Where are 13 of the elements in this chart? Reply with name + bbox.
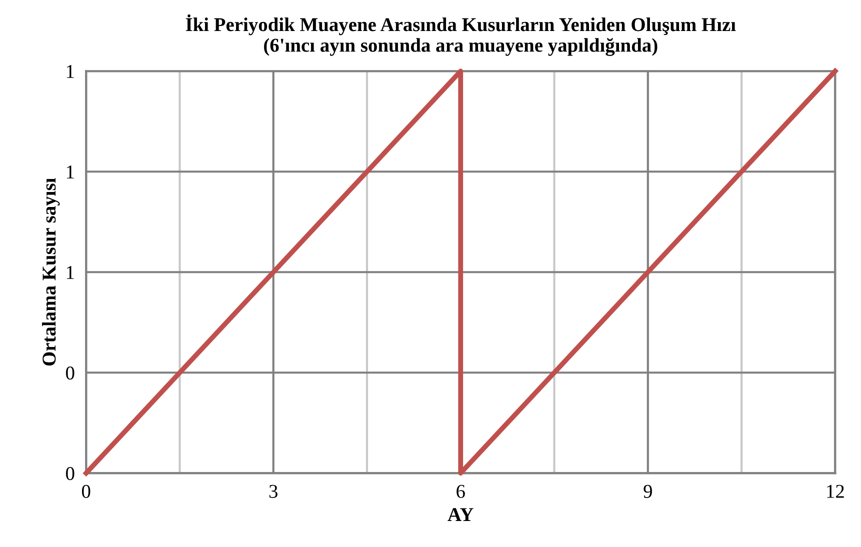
y-tick-label: 1: [66, 65, 74, 78]
y-tick-label: 1: [66, 166, 74, 178]
x-tick-label: 6: [456, 484, 465, 498]
chart-title: İki Periyodik Muayene Arasında Kusurların Yeniden Oluşum Hızı (6'ıncı ayın sonunda ara muayene yapıldığında): [186, 14, 736, 56]
x-axis-title: AY: [448, 508, 474, 521]
x-tick-label: 9: [644, 484, 652, 498]
y-axis-title: Ortalama Kusur sayısı: [42, 178, 60, 366]
y-tick-label: 0: [66, 366, 74, 380]
x-tick-label: 12: [827, 484, 844, 498]
x-tick-label: 0: [82, 484, 90, 498]
y-tick-label: 1: [66, 266, 74, 279]
x-tick-label: 3: [269, 484, 278, 498]
y-tick-label: 0: [66, 466, 74, 480]
